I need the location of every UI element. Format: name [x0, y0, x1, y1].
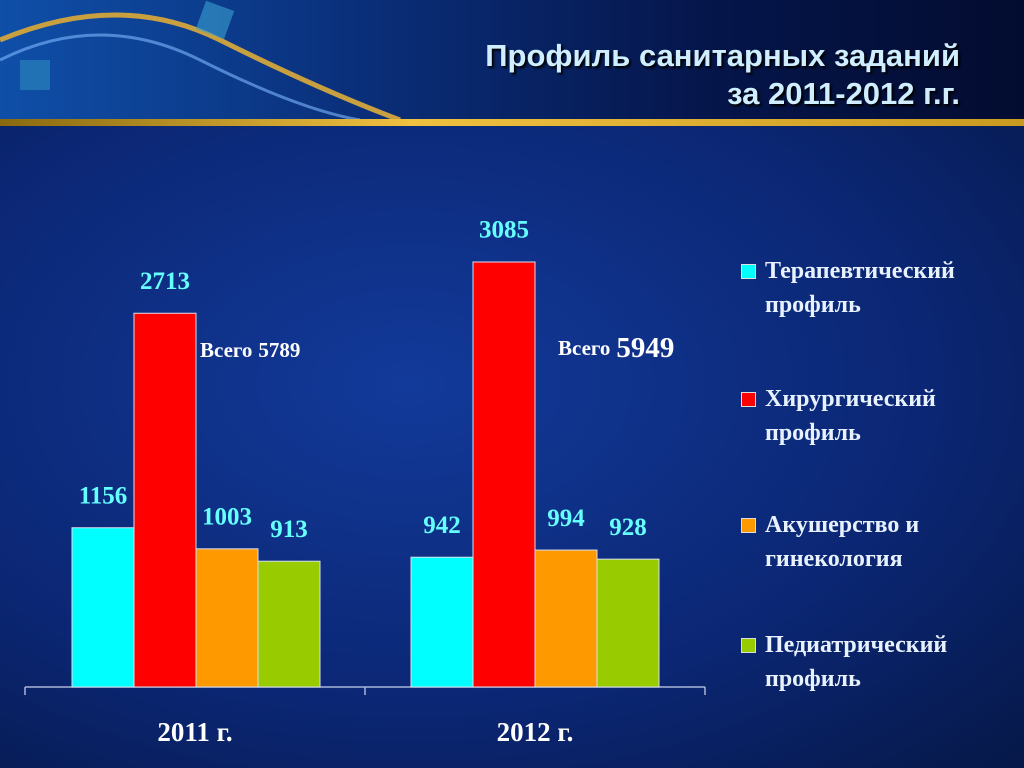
value-label: 994 — [547, 505, 585, 532]
value-label: 1156 — [79, 482, 128, 509]
chart-title: Профиль санитарных заданий — [485, 38, 960, 73]
bar — [596, 558, 660, 688]
annotation: Всего 5949 — [558, 332, 674, 364]
bar — [133, 312, 197, 688]
bar — [472, 261, 536, 688]
bar — [71, 527, 135, 688]
legend-swatch — [741, 518, 756, 533]
bar — [410, 556, 474, 688]
value-label: 3085 — [479, 217, 529, 244]
legend-label: Хирургический профиль — [765, 386, 936, 446]
header-art — [0, 0, 401, 120]
annotation-part: Всего — [200, 338, 252, 362]
bar — [257, 560, 321, 688]
x-tick-label: 2012 г. — [497, 717, 574, 747]
value-label: 2713 — [140, 268, 190, 295]
legend-label: Терапевтический профиль — [765, 258, 955, 318]
annotation-part: 5789 — [258, 338, 300, 362]
value-label: 913 — [270, 516, 308, 543]
x-tick-label: 2011 г. — [157, 717, 232, 747]
legend-swatch — [741, 264, 756, 279]
header — [0, 0, 1024, 120]
bar — [534, 549, 598, 688]
annotation-part: Всего — [558, 336, 610, 360]
header-rule — [0, 119, 1024, 126]
chart-title: за 2011-2012 г.г. — [727, 76, 960, 111]
value-label: 928 — [609, 514, 647, 541]
legend-label: Педиатрический профиль — [765, 632, 948, 692]
legend-swatch — [741, 392, 756, 407]
bar — [195, 548, 259, 688]
legend-swatch — [741, 638, 756, 653]
annotation: Всего 5789 — [200, 338, 300, 362]
value-label: 1003 — [202, 504, 252, 531]
legend-label: Акушерство и гинекология — [765, 512, 920, 572]
value-label: 942 — [423, 512, 461, 539]
annotation-part: 5949 — [616, 332, 674, 364]
